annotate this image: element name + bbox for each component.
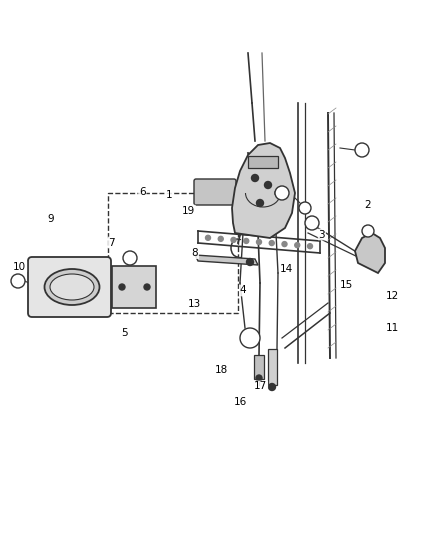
Polygon shape [195, 255, 258, 265]
Circle shape [218, 236, 223, 241]
Circle shape [247, 259, 254, 265]
Text: 16: 16 [234, 398, 247, 407]
Circle shape [14, 277, 22, 285]
Text: 19: 19 [182, 206, 195, 215]
Text: 13: 13 [188, 299, 201, 309]
Circle shape [231, 237, 236, 243]
Circle shape [301, 205, 308, 212]
Bar [248, 156, 278, 168]
Circle shape [268, 384, 276, 391]
Ellipse shape [50, 274, 94, 300]
Circle shape [205, 236, 211, 240]
Circle shape [364, 228, 371, 235]
Circle shape [355, 143, 369, 157]
Circle shape [244, 238, 249, 244]
FancyBboxPatch shape [28, 257, 111, 317]
Bar [254, 355, 264, 379]
Text: 4: 4 [240, 286, 247, 295]
Circle shape [126, 254, 134, 262]
Bar [268, 349, 277, 385]
Circle shape [299, 202, 311, 214]
Circle shape [295, 243, 300, 248]
Circle shape [275, 186, 289, 200]
Circle shape [362, 225, 374, 237]
Text: 5: 5 [121, 328, 128, 338]
Circle shape [307, 244, 312, 249]
Circle shape [245, 333, 255, 343]
Text: 7: 7 [108, 238, 115, 247]
Circle shape [358, 146, 366, 154]
Polygon shape [232, 143, 295, 238]
Text: 15: 15 [339, 280, 353, 290]
Bar [112, 266, 156, 308]
Circle shape [278, 189, 286, 197]
Circle shape [11, 274, 25, 288]
Text: 10: 10 [13, 262, 26, 271]
Text: 12: 12 [385, 291, 399, 301]
Bar [108, 193, 238, 313]
Circle shape [305, 216, 319, 230]
Circle shape [251, 174, 258, 182]
Polygon shape [355, 233, 385, 273]
Text: 1: 1 [165, 190, 172, 199]
Text: 18: 18 [215, 366, 228, 375]
Circle shape [265, 182, 272, 189]
Text: 2: 2 [364, 200, 371, 210]
Text: 8: 8 [191, 248, 198, 258]
Circle shape [240, 328, 260, 348]
Text: 14: 14 [280, 264, 293, 274]
Text: 17: 17 [254, 382, 267, 391]
Circle shape [282, 241, 287, 247]
Circle shape [256, 375, 262, 381]
Circle shape [123, 251, 137, 265]
Circle shape [308, 219, 316, 227]
Circle shape [257, 239, 261, 245]
Text: 9: 9 [47, 214, 54, 223]
Circle shape [257, 199, 264, 206]
Text: 6: 6 [139, 187, 146, 197]
Circle shape [119, 284, 125, 290]
Circle shape [144, 284, 150, 290]
Ellipse shape [45, 269, 99, 305]
Text: 11: 11 [385, 323, 399, 333]
Circle shape [269, 240, 274, 246]
Text: 3: 3 [318, 230, 325, 239]
FancyBboxPatch shape [194, 179, 236, 205]
